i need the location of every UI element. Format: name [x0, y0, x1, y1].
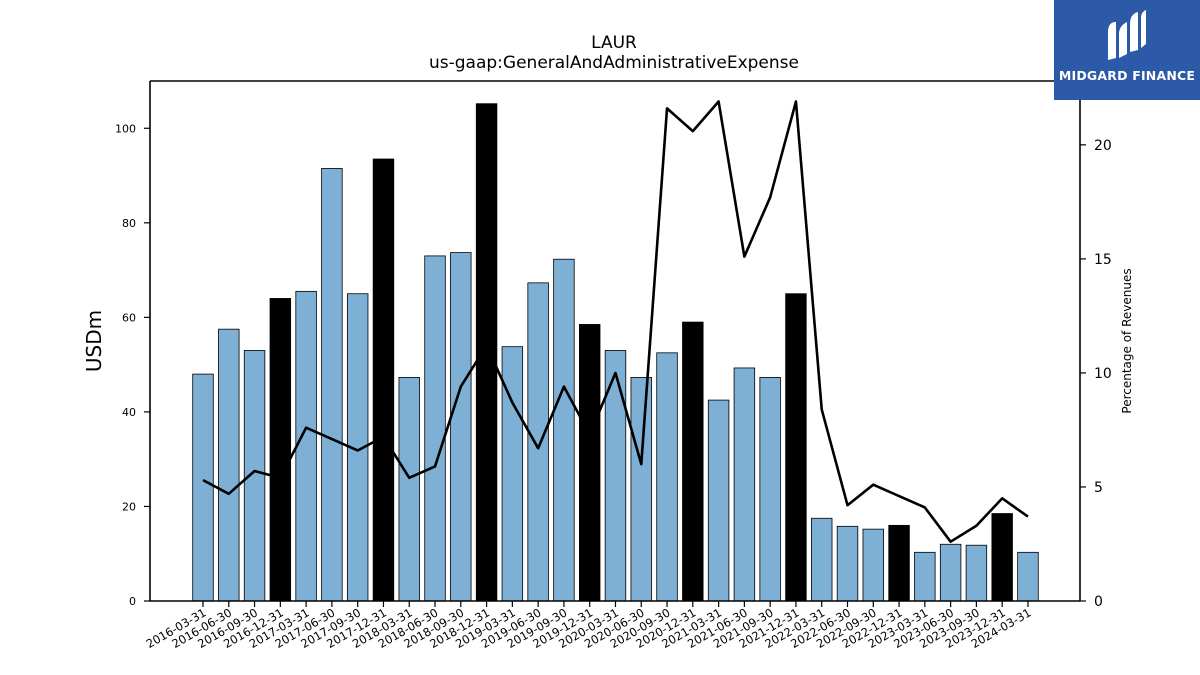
- y-tick-label: 40: [122, 406, 136, 419]
- bar: [579, 324, 601, 602]
- bar: [192, 373, 214, 602]
- bar: [372, 158, 395, 602]
- bar: [914, 551, 936, 602]
- bar: [785, 293, 807, 602]
- y-tick-label: 80: [122, 217, 136, 230]
- y-tick-label: 0: [129, 595, 136, 608]
- brand-name: MIDGARD FINANCE: [1058, 68, 1196, 83]
- bar: [836, 525, 859, 602]
- chart-subtitle: us-gaap:GeneralAndAdministrativeExpense: [429, 53, 799, 73]
- bar: [630, 376, 652, 602]
- bar: [656, 352, 678, 602]
- chart-title: LAUR: [591, 33, 637, 53]
- bar: [475, 103, 498, 602]
- bar: [450, 252, 472, 602]
- bar: [707, 399, 730, 602]
- bar: [888, 524, 910, 602]
- bar: [682, 321, 704, 602]
- y2-tick-label: 10: [1094, 366, 1112, 382]
- bar: [424, 255, 446, 602]
- y-tick-label: 60: [122, 311, 136, 324]
- y2-tick-label: 0: [1094, 594, 1103, 610]
- bar: [398, 376, 420, 602]
- bar: [321, 168, 343, 602]
- bar: [269, 298, 292, 602]
- brand-logo: MIDGARD FINANCE: [1054, 0, 1200, 100]
- bar: [733, 367, 756, 602]
- y2-tick-label: 15: [1094, 252, 1112, 268]
- bar: [527, 282, 549, 602]
- bar: [1017, 551, 1039, 602]
- bar: [811, 517, 833, 602]
- percentage-line: [202, 100, 1029, 544]
- bar: [965, 544, 988, 602]
- line-series: [202, 100, 1029, 544]
- bar: [295, 290, 317, 602]
- bar: [991, 513, 1013, 602]
- bar: [862, 528, 884, 602]
- bar-series: [192, 103, 1039, 602]
- y2-tick-label: 20: [1094, 138, 1112, 154]
- bar: [553, 258, 575, 602]
- y2-tick-label: 5: [1094, 480, 1103, 496]
- y2-axis-label: Percentage of Revenues: [1120, 268, 1134, 413]
- bar: [759, 376, 781, 602]
- y-axis-label: USDm: [82, 310, 106, 372]
- bar: [218, 328, 240, 602]
- y-tick-label: 100: [115, 122, 136, 135]
- midgard-logo-icon: [1108, 10, 1146, 60]
- bar: [939, 543, 962, 602]
- y-tick-label: 20: [122, 500, 136, 513]
